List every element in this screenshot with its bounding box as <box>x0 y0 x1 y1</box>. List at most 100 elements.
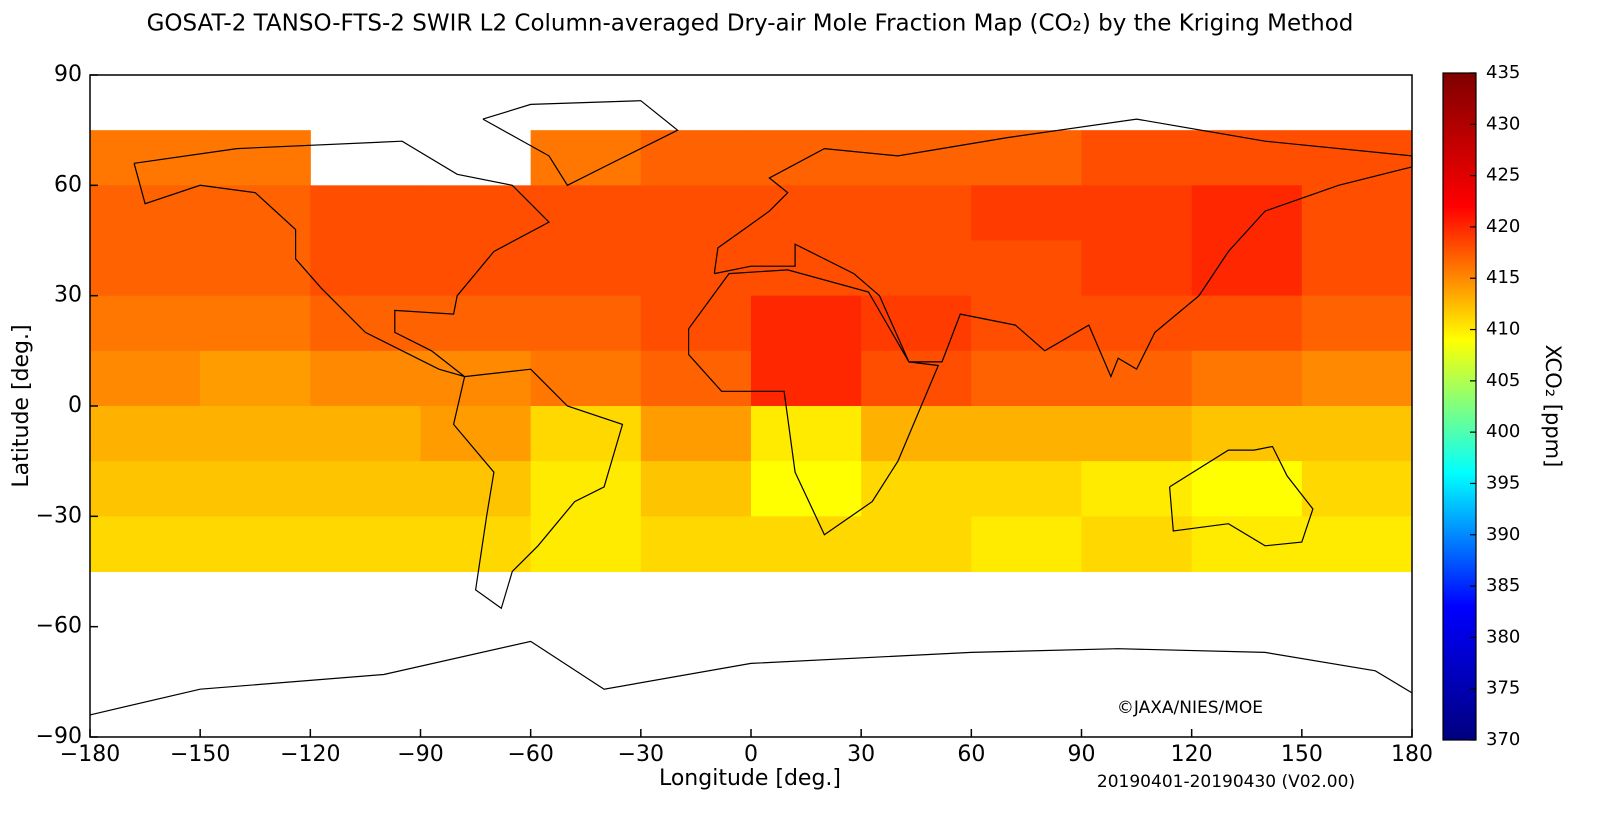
heat-cell <box>200 406 311 462</box>
heat-cell <box>420 406 532 462</box>
copyright: ©JAXA/NIES/MOE <box>1117 698 1263 718</box>
y-axis-label: Latitude [deg.] <box>9 324 34 487</box>
heat-cell <box>420 185 532 241</box>
heat-cell <box>530 295 642 352</box>
colorbar-tick-label: 375 <box>1486 678 1520 699</box>
heat-cell <box>861 350 972 407</box>
heat-cell <box>200 185 311 241</box>
heat-cell <box>1191 185 1303 241</box>
heat-cell <box>310 350 421 407</box>
coastline <box>452 368 624 610</box>
heat-cell <box>971 406 1082 462</box>
heat-cell <box>310 516 421 572</box>
heat-cell <box>971 185 1082 241</box>
heat-cell <box>751 240 862 297</box>
heat-cell <box>530 350 642 407</box>
heat-cell <box>1191 240 1303 297</box>
heat-cell <box>1081 406 1193 462</box>
coastline <box>89 640 1413 716</box>
heat-cell <box>1301 240 1413 297</box>
x-tick-label: 150 <box>1281 742 1323 767</box>
heat-cell <box>200 461 311 517</box>
colorbar-tick-label: 435 <box>1486 62 1520 83</box>
heat-cell <box>751 461 862 517</box>
heat-cell <box>1081 350 1193 407</box>
x-tick-label: −120 <box>280 742 340 767</box>
heat-cell <box>971 240 1082 297</box>
heat-cell <box>751 406 862 462</box>
x-tick-label: 120 <box>1171 742 1213 767</box>
heat-cell <box>1081 461 1193 517</box>
x-tick-label: −30 <box>618 742 664 767</box>
y-tick-label: 60 <box>54 172 82 197</box>
heat-cell <box>90 516 201 572</box>
heat-cell <box>640 461 752 517</box>
heat-cell <box>200 516 311 572</box>
heat-cell <box>640 130 752 186</box>
heat-cell <box>1301 185 1413 241</box>
heat-cell <box>1191 406 1303 462</box>
heat-cell <box>640 406 752 462</box>
coastline <box>482 100 679 187</box>
x-tick-label: −150 <box>170 742 230 767</box>
heat-cell <box>971 350 1082 407</box>
heat-cell <box>861 240 972 297</box>
heat-cell <box>1081 240 1193 297</box>
colorbar-tick-label: 400 <box>1486 421 1520 442</box>
heat-cell <box>1191 295 1303 352</box>
x-tick-label: 30 <box>847 742 875 767</box>
heat-cell <box>200 130 311 186</box>
heat-cell <box>200 350 311 407</box>
heat-cell <box>751 516 862 572</box>
heat-cell <box>1301 130 1413 186</box>
colorbar-tick-label: 390 <box>1486 524 1520 545</box>
heat-cell <box>751 185 862 241</box>
heat-cell <box>420 516 532 572</box>
heat-cell <box>530 406 642 462</box>
heat-cell <box>90 240 201 297</box>
heat-cell <box>861 185 972 241</box>
heat-cell <box>530 185 642 241</box>
heat-cell <box>1301 516 1413 572</box>
heat-cell <box>530 240 642 297</box>
coastline <box>688 269 940 536</box>
heat-cell <box>310 406 421 462</box>
heat-cell <box>751 350 862 407</box>
heat-cell <box>640 350 752 407</box>
heat-cell <box>971 461 1082 517</box>
heat-cell <box>90 406 201 462</box>
colorbar-tick-label: 380 <box>1486 626 1520 647</box>
heat-cell <box>1301 406 1413 462</box>
colorbar-tick-label: 420 <box>1486 216 1520 237</box>
heat-cell <box>1301 295 1413 352</box>
heat-cell <box>90 130 201 186</box>
y-tick-label: 0 <box>68 393 82 418</box>
y-tick-label: −30 <box>36 503 82 528</box>
x-tick-label: 180 <box>1391 742 1433 767</box>
heat-cell <box>420 295 532 352</box>
heat-cell <box>971 295 1082 352</box>
heat-cell <box>310 461 421 517</box>
heat-cell <box>861 516 972 572</box>
x-tick-label: 60 <box>957 742 985 767</box>
coastline <box>133 140 550 378</box>
heat-cell <box>90 350 201 407</box>
y-tick-label: −60 <box>36 614 82 639</box>
y-tick-label: 30 <box>54 283 82 308</box>
colorbar-tick-label: 415 <box>1486 267 1520 288</box>
heat-cell <box>90 461 201 517</box>
colorbar-tick-label: 395 <box>1486 472 1520 493</box>
heat-cell <box>1191 461 1303 517</box>
heat-cell <box>1301 461 1413 517</box>
heat-cell <box>200 240 311 297</box>
heat-cell <box>861 295 972 352</box>
x-tick-label: −90 <box>397 742 443 767</box>
heat-cell <box>861 406 972 462</box>
heat-cell <box>861 130 972 186</box>
heat-cell <box>640 516 752 572</box>
heat-cell <box>200 295 311 352</box>
heat-cell <box>530 461 642 517</box>
heat-cell <box>640 240 752 297</box>
heat-cell <box>530 130 642 186</box>
